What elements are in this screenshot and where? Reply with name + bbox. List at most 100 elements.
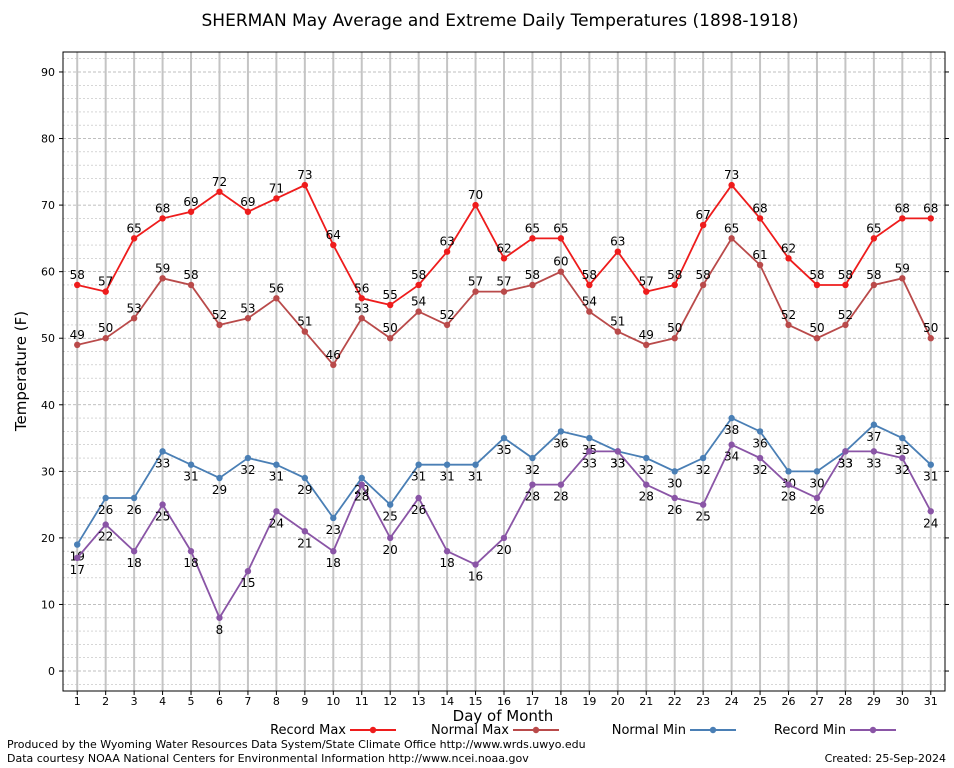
- normal-max-point: [614, 328, 622, 335]
- record-max-point: [330, 241, 337, 249]
- record-max-data-label: 64: [326, 228, 341, 242]
- normal-min-point: [728, 414, 735, 422]
- normal-min-data-label: 31: [269, 470, 284, 484]
- record-min-point: [130, 548, 138, 555]
- record-max-data-label: 58: [809, 268, 824, 282]
- normal-min-point: [472, 461, 479, 468]
- record-max-point: [870, 235, 878, 242]
- record-max-data-label: 58: [70, 268, 85, 282]
- record-min-data-label: 18: [183, 556, 198, 570]
- normal-min-point: [130, 494, 138, 502]
- normal-max-data-label: 53: [126, 301, 141, 315]
- normal-max-data-label: 51: [610, 315, 625, 329]
- normal-max-data-label: 59: [895, 261, 910, 275]
- normal-max-point: [785, 321, 792, 329]
- normal-min-point: [102, 494, 109, 502]
- normal-max-data-label: 46: [326, 348, 341, 362]
- normal-max-point: [386, 335, 394, 342]
- y-tick-label: 70: [41, 199, 55, 212]
- record-max-point: [159, 215, 166, 222]
- x-tick-label: 7: [244, 695, 251, 708]
- normal-min-data-label: 26: [126, 503, 141, 517]
- record-min-point: [899, 454, 906, 462]
- record-max-point: [500, 255, 508, 262]
- normal-max-data-label: 53: [240, 301, 255, 315]
- record-max-point: [244, 208, 252, 215]
- record-min-data-label: 16: [468, 570, 483, 584]
- normal-min-data-label: 37: [866, 430, 881, 444]
- record-min-point: [756, 454, 764, 462]
- normal-min-data-label: 31: [468, 470, 483, 484]
- y-tick-label: 10: [41, 598, 55, 611]
- normal-min-point: [386, 501, 394, 508]
- record-min-point: [301, 528, 309, 535]
- normal-max-point: [557, 268, 565, 275]
- normal-min-point: [415, 461, 422, 468]
- record-min-data-label: 24: [923, 516, 938, 530]
- record-max-data-label: 73: [297, 168, 312, 182]
- x-tick-label: 14: [440, 695, 454, 708]
- normal-min-point: [301, 474, 309, 482]
- normal-max-data-label: 50: [98, 321, 113, 335]
- footer-courtesy: Data courtesy NOAA National Centers for …: [7, 752, 529, 765]
- record-min-data-label: 28: [525, 490, 540, 504]
- record-max-point: [216, 188, 223, 195]
- record-min-data-label: 28: [781, 490, 796, 504]
- record-max-data-label: 73: [724, 168, 739, 182]
- normal-min-data-label: 38: [724, 423, 739, 437]
- record-min-point: [159, 501, 166, 508]
- normal-min-data-label: 31: [439, 470, 454, 484]
- record-max-point: [443, 248, 451, 255]
- normal-min-point: [756, 428, 764, 435]
- normal-max-point: [699, 281, 707, 289]
- x-tick-label: 10: [326, 695, 340, 708]
- record-max-point: [529, 235, 536, 242]
- normal-max-data-label: 52: [439, 308, 454, 322]
- normal-max-point: [159, 275, 166, 282]
- record-max-point: [415, 281, 422, 289]
- normal-max-point: [244, 315, 252, 322]
- grid: [63, 52, 945, 691]
- legend-marker: [369, 726, 377, 734]
- y-tick-label: 80: [41, 133, 55, 146]
- record-min-data-label: 26: [411, 503, 426, 517]
- record-min-point: [443, 548, 451, 555]
- normal-max-data-label: 57: [496, 275, 511, 289]
- record-min-data-label: 28: [553, 490, 568, 504]
- normal-min-point: [330, 514, 337, 522]
- normal-max-point: [756, 261, 764, 269]
- normal-max-data-label: 49: [70, 328, 85, 342]
- normal-min-data-label: 25: [383, 510, 398, 524]
- record-min-point: [699, 501, 707, 508]
- normal-max-data-label: 58: [866, 268, 881, 282]
- record-min-data-label: 8: [216, 623, 224, 637]
- normal-max-data-label: 57: [468, 275, 483, 289]
- normal-max-data-label: 65: [724, 221, 739, 235]
- record-max-data-label: 68: [923, 201, 938, 215]
- record-max-point: [74, 281, 81, 289]
- record-min-data-label: 20: [496, 543, 511, 557]
- record-min-point: [330, 548, 337, 555]
- record-max-point: [927, 215, 934, 222]
- record-min-data-label: 26: [809, 503, 824, 517]
- record-max-data-label: 65: [126, 221, 141, 235]
- normal-min-data-label: 35: [496, 443, 511, 457]
- normal-min-point: [273, 461, 280, 468]
- normal-min-point: [870, 421, 878, 428]
- normal-max-point: [102, 335, 109, 342]
- legend-label: Record Max: [270, 723, 346, 738]
- normal-min-point: [813, 468, 821, 475]
- record-max-data-label: 56: [354, 281, 369, 295]
- normal-max-point: [842, 321, 849, 329]
- normal-max-point: [500, 288, 508, 295]
- record-min-point: [529, 481, 536, 488]
- record-min-data-label: 18: [439, 556, 454, 570]
- normal-max-point: [472, 288, 479, 295]
- x-tick-label: 12: [383, 695, 397, 708]
- record-min-data-label: 33: [838, 456, 853, 470]
- normal-min-data-label: 32: [696, 463, 711, 477]
- record-min-data-label: 28: [639, 490, 654, 504]
- record-max-data-label: 65: [553, 221, 568, 235]
- legend-item-record-min: Record Min: [774, 723, 896, 738]
- normal-max-point: [330, 361, 337, 369]
